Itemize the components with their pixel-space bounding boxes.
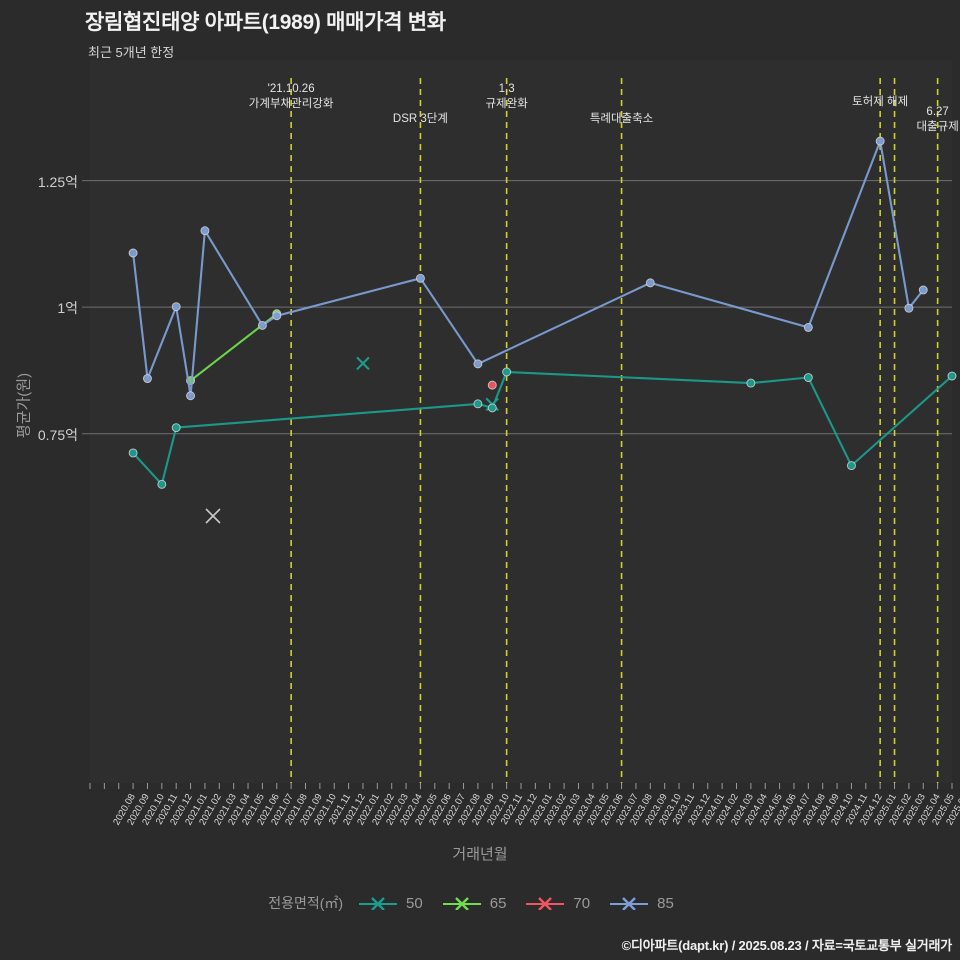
series-point-85[interactable]: [645, 278, 655, 288]
legend-label: 70: [573, 894, 591, 912]
chart-title: 장림협진태양 아파트(1989) 매매가격 변화: [85, 11, 446, 34]
chart-subtitle: 최근 5개년 한정: [88, 45, 175, 60]
annotation-label: DSR 3단계: [393, 112, 448, 127]
annotation-line2: 특례대출축소: [589, 113, 654, 125]
series-point-50[interactable]: [487, 403, 497, 413]
series-point-85[interactable]: [918, 285, 928, 295]
series-point-50[interactable]: [947, 371, 957, 381]
series-point-85[interactable]: [875, 136, 885, 146]
annotation-label: 토허제 해제: [852, 95, 908, 110]
legend-item-65[interactable]: 65: [441, 894, 507, 912]
legend-item-85[interactable]: 85: [608, 895, 674, 912]
series-point-50[interactable]: [157, 479, 167, 489]
legend-label: 50: [406, 894, 423, 912]
legend-title: 전용면적(㎡): [268, 895, 344, 911]
series-point-50[interactable]: [846, 461, 856, 471]
series-point-85[interactable]: [186, 391, 196, 401]
legend-item-70[interactable]: 70: [524, 895, 590, 912]
series-point-85[interactable]: [128, 248, 138, 258]
y-tick-label: 1억: [57, 300, 78, 317]
annotation-line2: 토허제 해제: [852, 96, 909, 108]
legend-marker-icon: [442, 897, 481, 910]
annotation-label: 1.3 규제완화: [485, 82, 527, 112]
annotation-label: 6.27 대출규제: [916, 105, 958, 135]
legend-marker-icon: [359, 897, 398, 910]
series-line-50: [132, 370, 953, 486]
annotation-line2: 가계부채관리강화: [248, 98, 334, 110]
y-tick-label: 1.25억: [37, 173, 78, 190]
series-point-85[interactable]: [803, 322, 813, 332]
series-point-85[interactable]: [415, 273, 425, 283]
series-point-85[interactable]: [904, 303, 914, 313]
annotation-line1: 6.27: [926, 106, 949, 118]
annotation-line1: 1.3: [498, 83, 515, 95]
series-point-85[interactable]: [473, 359, 483, 369]
annotation-line2: 대출규제: [916, 121, 959, 133]
series-point-50[interactable]: [473, 399, 483, 409]
legend-marker-icon: [610, 897, 649, 910]
series-point-50[interactable]: [171, 423, 181, 433]
series-point-70[interactable]: [487, 380, 497, 390]
legend-label: 65: [489, 894, 507, 912]
series-point-85[interactable]: [143, 374, 152, 383]
legend: 전용면적(㎡) 50 65 70 85: [0, 893, 960, 913]
annotation-line1: '21.10.26: [267, 83, 315, 95]
series-point-85[interactable]: [171, 302, 181, 312]
series-point-50[interactable]: [746, 378, 756, 388]
series-marker-x-85: [205, 508, 221, 524]
x-axis-title: 거래년월: [452, 846, 508, 863]
annotation-label: 특례대출축소: [590, 112, 653, 127]
series-line-85: [132, 140, 925, 397]
series-point-50[interactable]: [502, 367, 512, 377]
series-point-50[interactable]: [803, 373, 813, 382]
series-point-85[interactable]: [272, 311, 282, 321]
series-point-85[interactable]: [200, 226, 210, 236]
legend-item-50[interactable]: 50: [357, 895, 423, 912]
annotation-label: '21.10.26 가계부채관리강화: [249, 82, 334, 112]
plot-background: [90, 60, 952, 783]
series-point-50[interactable]: [128, 448, 138, 458]
y-axis-title: 평균가(원): [15, 372, 33, 439]
legend-label: 85: [657, 894, 674, 912]
annotation-line2: 규제완화: [485, 98, 528, 110]
annotation-line2: DSR 3단계: [392, 113, 448, 125]
footer-credit: ©디아파트(dapt.kr) / 2025.08.23 / 자료=국토교통부 실…: [621, 938, 953, 953]
y-tick-label: 0.75억: [37, 426, 78, 443]
legend-marker-icon: [526, 897, 565, 910]
series-marker-x-50: [356, 356, 370, 371]
series-point-85[interactable]: [257, 320, 267, 330]
